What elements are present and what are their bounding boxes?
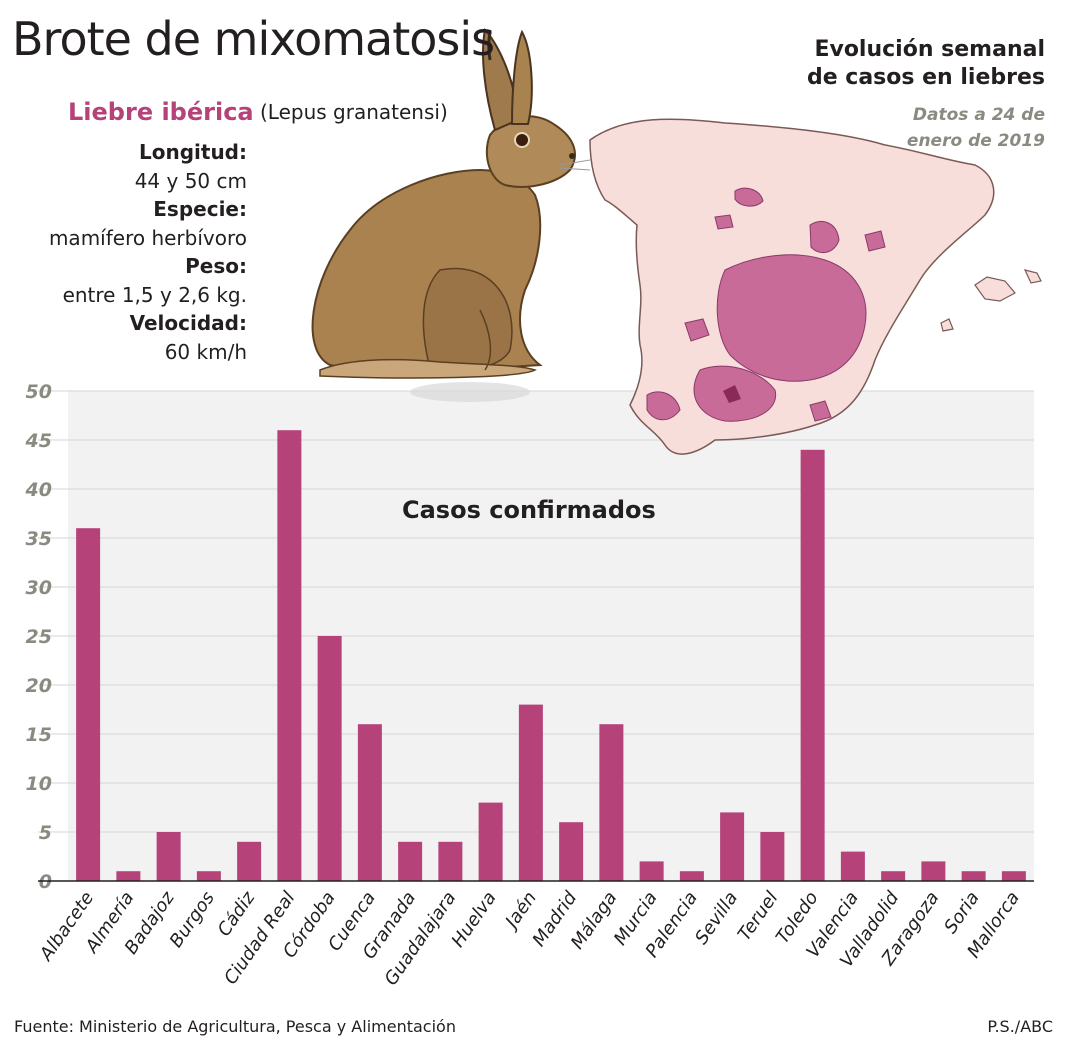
fact-value: 60 km/h bbox=[164, 339, 247, 364]
y-tick-label: 25 bbox=[26, 626, 52, 648]
bar bbox=[921, 861, 946, 881]
map-subtitle: Evolución semanal de casos en liebres bbox=[807, 36, 1045, 92]
bar bbox=[800, 449, 825, 881]
subtitle-line: de casos en liebres bbox=[806, 65, 1045, 90]
bar bbox=[438, 841, 463, 881]
y-tick-label: 5 bbox=[39, 822, 52, 844]
bar bbox=[961, 871, 986, 881]
bar bbox=[518, 704, 543, 881]
species-facts: Longitud: 44 y 50 cm Especie: mamífero h… bbox=[49, 138, 247, 366]
bar bbox=[156, 832, 181, 881]
hare-illustration bbox=[311, 27, 590, 402]
bar bbox=[840, 851, 865, 881]
y-tick-label: 15 bbox=[26, 724, 52, 746]
bar bbox=[398, 841, 423, 881]
bar bbox=[76, 528, 101, 881]
date-line: enero de 2019 bbox=[906, 131, 1045, 151]
footer-credit: P.S./ABC bbox=[987, 1017, 1053, 1036]
fact-value: entre 1,5 y 2,6 kg. bbox=[62, 282, 247, 307]
x-tick-label: Jaén bbox=[500, 888, 541, 934]
bar bbox=[639, 861, 664, 881]
species-scientific-name: (Lepus granatensi) bbox=[260, 100, 448, 124]
chart-title: Casos confirmados bbox=[402, 496, 656, 524]
fact-label: Longitud: bbox=[138, 140, 247, 164]
map-mallorca bbox=[974, 276, 1016, 302]
bar bbox=[357, 724, 382, 881]
bar bbox=[881, 871, 906, 881]
bar bbox=[277, 430, 302, 881]
y-tick-label: 10 bbox=[26, 773, 52, 795]
fact-label: Velocidad: bbox=[129, 311, 247, 335]
y-tick-label: 50 bbox=[26, 381, 52, 403]
bar bbox=[237, 841, 262, 881]
bar bbox=[720, 812, 745, 881]
bar bbox=[196, 871, 221, 881]
date-line: Datos a 24 de bbox=[912, 105, 1045, 125]
y-tick-label: 0 bbox=[39, 871, 52, 893]
bar bbox=[478, 802, 503, 881]
bar bbox=[679, 871, 704, 881]
y-tick-label: 40 bbox=[25, 479, 52, 501]
data-date: Datos a 24 de enero de 2019 bbox=[907, 102, 1045, 154]
y-tick-label: 45 bbox=[25, 430, 52, 452]
bar bbox=[760, 832, 785, 881]
fact-value: 44 y 50 cm bbox=[134, 168, 247, 193]
map-affected-center bbox=[716, 254, 867, 382]
spain-map bbox=[589, 118, 1042, 455]
x-tick-label: Albacete bbox=[35, 888, 98, 965]
bar bbox=[1001, 871, 1026, 881]
fact-value: mamífero herbívoro bbox=[48, 225, 247, 250]
footer-source: Fuente: Ministerio de Agricultura, Pesca… bbox=[14, 1017, 456, 1036]
x-tick-label: Sevilla bbox=[691, 888, 742, 949]
y-tick-label: 30 bbox=[26, 577, 52, 599]
page-title: Brote de mixomatosis bbox=[12, 12, 495, 66]
bar bbox=[116, 871, 141, 881]
fact-label: Especie: bbox=[153, 197, 247, 221]
species-name: Liebre ibérica bbox=[68, 98, 254, 126]
bar bbox=[317, 636, 342, 881]
fact-label: Peso: bbox=[185, 254, 247, 278]
subtitle-line: Evolución semanal bbox=[814, 37, 1045, 62]
bar bbox=[559, 822, 584, 881]
bar bbox=[599, 724, 624, 881]
y-tick-label: 20 bbox=[26, 675, 52, 697]
y-tick-label: 35 bbox=[26, 528, 52, 550]
